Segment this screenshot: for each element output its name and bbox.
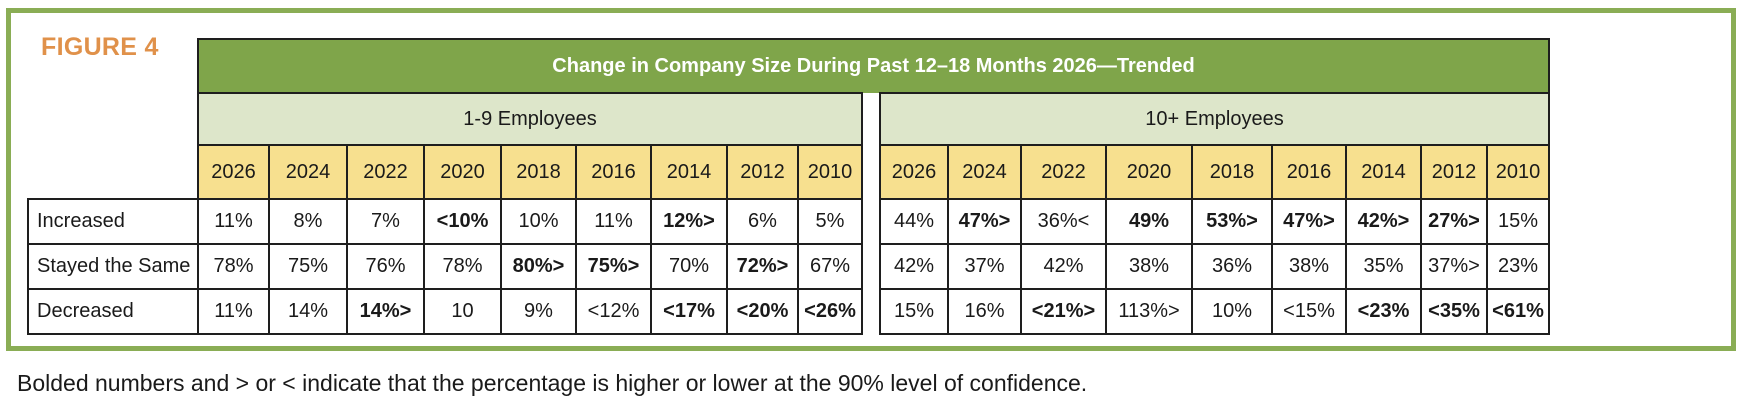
table-cell: <12%: [575, 288, 652, 335]
table-cell: 80%>: [500, 243, 577, 290]
year-header: 2020: [423, 144, 502, 200]
table-cell: 9%: [500, 288, 577, 335]
table-cell: 49%: [1105, 198, 1193, 245]
table-cell: <35%: [1420, 288, 1488, 335]
table-cell: 12%>: [650, 198, 728, 245]
group-header-small: 1-9 Employees: [197, 92, 863, 146]
table-cell: 42%: [1020, 243, 1107, 290]
table-cell: 36%: [1191, 243, 1273, 290]
table-cell: 76%: [346, 243, 425, 290]
table-cell: 42%>: [1345, 198, 1422, 245]
table-cell: <15%: [1271, 288, 1347, 335]
table-cell: 53%>: [1191, 198, 1273, 245]
table-cell: 78%: [423, 243, 502, 290]
table-cell: 15%: [1486, 198, 1550, 245]
figure-frame: FIGURE 4 Change in Company Size During P…: [6, 8, 1736, 351]
table-cell: 8%: [268, 198, 348, 245]
table-cell: 11%: [575, 198, 652, 245]
table-cell: 10%: [1191, 288, 1273, 335]
table-cell: 113%>: [1105, 288, 1193, 335]
table-cell: 10: [423, 288, 502, 335]
table-cell: <21%>: [1020, 288, 1107, 335]
table-cell: 35%: [1345, 243, 1422, 290]
table-cell: <61%: [1486, 288, 1550, 335]
footnote: Bolded numbers and > or < indicate that …: [17, 370, 1088, 396]
table-cell: 23%: [1486, 243, 1550, 290]
data-table: Change in Company Size During Past 12–18…: [27, 38, 1550, 335]
year-header: 2012: [1420, 144, 1488, 200]
table-cell: 14%>: [346, 288, 425, 335]
year-header: 2014: [650, 144, 728, 200]
table-row: Decreased 11% 14% 14%> 10 9% <12% <17% <20% <26% 1…: [27, 288, 1550, 335]
year-header: 2014: [1345, 144, 1422, 200]
row-label: Stayed the Same: [27, 243, 199, 290]
table-cell: 14%: [268, 288, 348, 335]
table-cell: 11%: [197, 288, 270, 335]
table-cell: 72%>: [726, 243, 799, 290]
year-header: 2022: [346, 144, 425, 200]
group-separator: [861, 93, 881, 145]
table-cell: <10%: [423, 198, 502, 245]
year-header: 2018: [500, 144, 577, 200]
table-cell: 27%>: [1420, 198, 1488, 245]
table-cell: 67%: [797, 243, 863, 290]
table-cell: 11%: [197, 198, 270, 245]
year-header: 2016: [575, 144, 652, 200]
table-cell: <20%: [726, 288, 799, 335]
group-header-large: 10+ Employees: [879, 92, 1550, 146]
table-cell: 16%: [947, 288, 1022, 335]
table-cell: 78%: [197, 243, 270, 290]
year-header: 2022: [1020, 144, 1107, 200]
table-cell: 37%>: [1420, 243, 1488, 290]
row-label: Decreased: [27, 288, 199, 335]
row-label: Increased: [27, 198, 199, 245]
year-header: 2024: [947, 144, 1022, 200]
corner-spacer: [28, 39, 198, 93]
table-cell: 47%>: [947, 198, 1022, 245]
table-cell: 6%: [726, 198, 799, 245]
year-header: 2020: [1105, 144, 1193, 200]
table-cell: 38%: [1271, 243, 1347, 290]
table-cell: 10%: [500, 198, 577, 245]
year-header: 2024: [268, 144, 348, 200]
year-header: 2018: [1191, 144, 1273, 200]
table-title: Change in Company Size During Past 12–18…: [197, 38, 1550, 93]
table-cell: 36%<: [1020, 198, 1107, 245]
table-row: Stayed the Same 78% 75% 76% 78% 80%> 75%> 70% 72…: [27, 243, 1550, 290]
table-cell: 75%>: [575, 243, 652, 290]
year-header: 2016: [1271, 144, 1347, 200]
year-header: 2010: [1486, 144, 1550, 200]
table-cell: 47%>: [1271, 198, 1347, 245]
table-cell: <17%: [650, 288, 728, 335]
table-row: Increased 11% 8% 7% <10% 10% 11% 12%> 6% 5% 44% 47%…: [27, 198, 1550, 245]
year-header: 2010: [797, 144, 863, 200]
table-cell: 42%: [879, 243, 949, 290]
table-cell: 7%: [346, 198, 425, 245]
table-cell: 5%: [797, 198, 863, 245]
year-header: 2026: [197, 144, 270, 200]
table-cell: 70%: [650, 243, 728, 290]
year-header: 2012: [726, 144, 799, 200]
table-cell: 75%: [268, 243, 348, 290]
year-header: 2026: [879, 144, 949, 200]
figure-label: FIGURE 4: [41, 33, 159, 61]
table-cell: <23%: [1345, 288, 1422, 335]
table-cell: 44%: [879, 198, 949, 245]
table-cell: 38%: [1105, 243, 1193, 290]
table-cell: 37%: [947, 243, 1022, 290]
table-cell: <26%: [797, 288, 863, 335]
table-cell: 15%: [879, 288, 949, 335]
